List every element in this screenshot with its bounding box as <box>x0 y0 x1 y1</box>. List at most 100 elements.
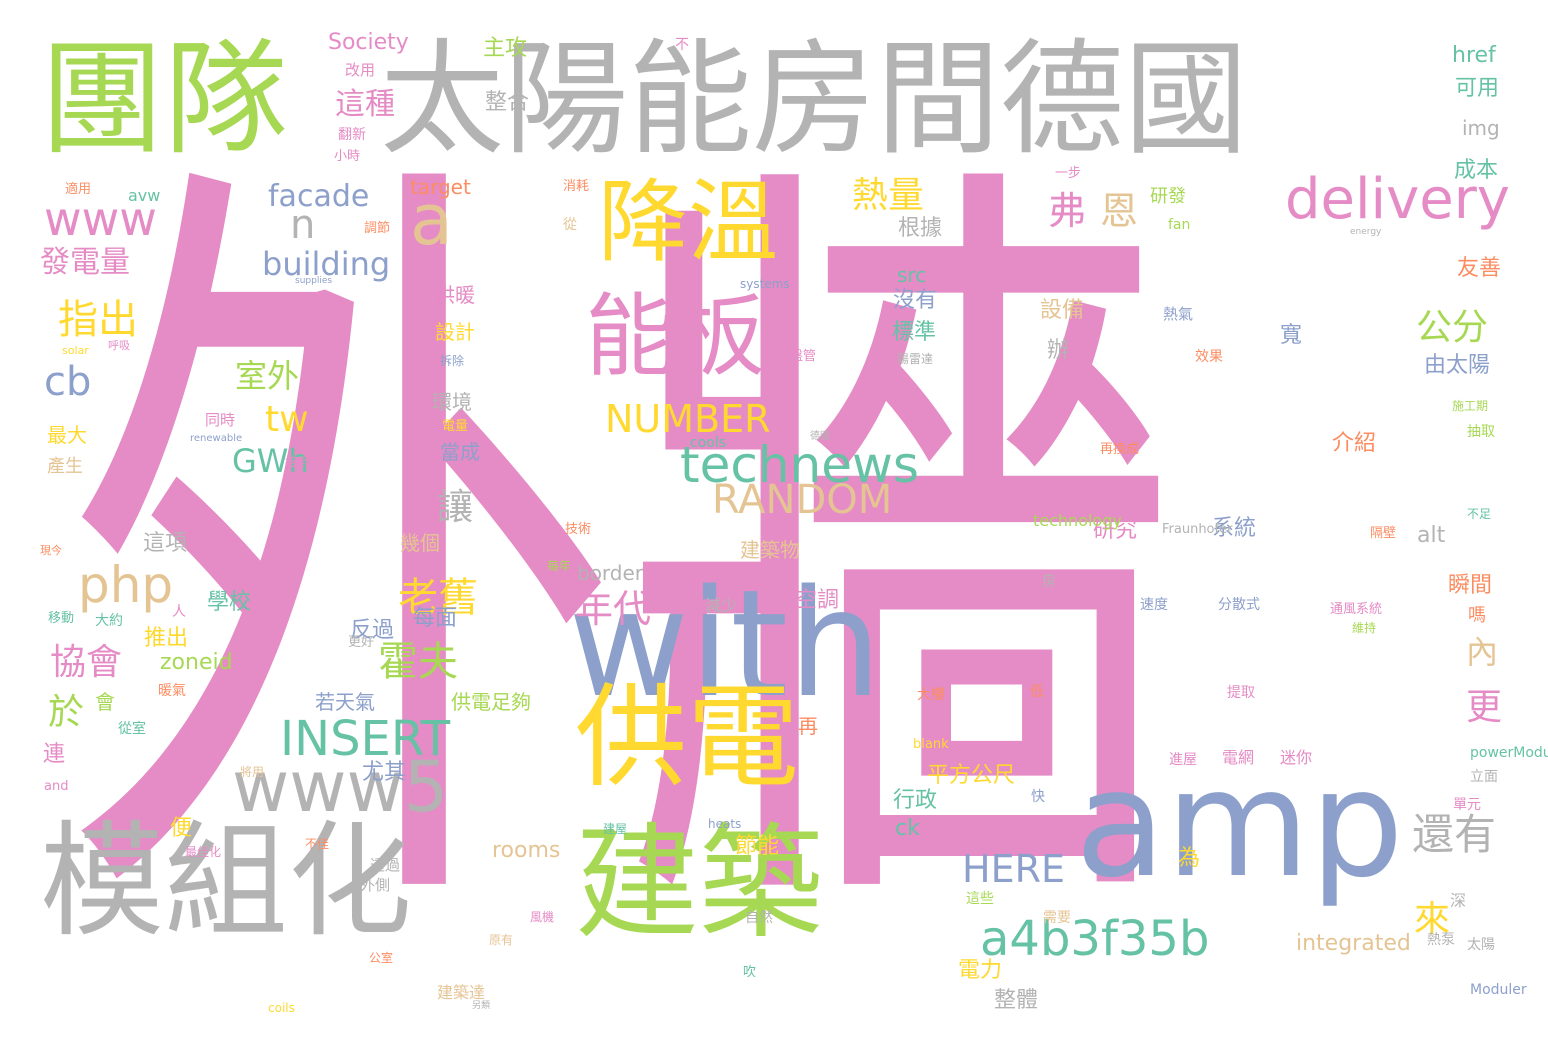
word-here: HERE <box>962 847 1065 891</box>
word-border: border <box>577 561 644 585</box>
word-cjk-164: 深 <box>1450 891 1467 910</box>
word-cjk-50: 小時 <box>334 149 361 164</box>
word-cjk-24: 弗 <box>1048 189 1087 233</box>
word-number: NUMBER <box>605 397 771 441</box>
word-cjk-144: 將用 <box>240 765 265 779</box>
word-cjk-46: 整合 <box>485 90 530 115</box>
word-cjk-87: 最大 <box>47 423 87 447</box>
word-cjk-31: 室外 <box>235 357 300 395</box>
word-integrated: integrated <box>1296 931 1411 956</box>
word-cjk-121: 速度 <box>1140 597 1168 613</box>
word-renewable: renewable <box>190 433 243 444</box>
word-technews: technews <box>680 436 919 494</box>
word-rooms: rooms <box>492 838 561 863</box>
word-cjk-163: 為 <box>1178 846 1201 871</box>
word-cjk-73: 友善 <box>1457 256 1502 281</box>
word-cjk-124: 維持 <box>1352 621 1377 635</box>
word-cjk-167: 自然 <box>745 910 773 926</box>
word-cjk-49: 翻新 <box>338 127 366 143</box>
word-cjk-122: 分散式 <box>1218 597 1260 613</box>
word-cjk-86: 當成 <box>440 440 480 464</box>
word-src: src <box>897 263 927 287</box>
word-cjk-165: 透過 <box>370 856 401 874</box>
word-society: Society <box>328 30 409 55</box>
word-a4b3f35b: a4b3f35b <box>980 911 1210 967</box>
word-avw: avw <box>128 186 161 205</box>
word-cjk-54: 成本 <box>1454 158 1499 183</box>
word-cjk-64: 從 <box>563 217 577 233</box>
word-a: a <box>410 179 453 261</box>
word-cjk-96: 再換成 <box>1100 442 1140 457</box>
word-fan: fan <box>1168 217 1191 233</box>
word-cjk-88: 產生 <box>47 456 83 477</box>
word-cjk-37: 協會 <box>50 642 123 683</box>
word-target: target <box>410 175 471 199</box>
word-cjk-55: 一步 <box>1055 166 1082 181</box>
word-cjk-3: 模組化 <box>40 810 413 954</box>
word-cjk-98: 接到 <box>285 456 312 471</box>
word-cjk-126: 人 <box>172 604 186 620</box>
word-cjk-94: 施工期 <box>1452 399 1489 413</box>
word-cjk-159: 不佳 <box>305 837 330 851</box>
word-cjk-172: 風機 <box>530 910 555 924</box>
word-cjk-56: 研發 <box>1150 186 1186 207</box>
word-cjk-78: 呼吸 <box>108 339 130 352</box>
word-systems: systems <box>740 277 790 291</box>
word-cjk-146: 立面 <box>1470 769 1498 785</box>
word-cjk-109: 研究 <box>1093 518 1138 543</box>
word-insert: INSERT <box>280 711 451 767</box>
word-cjk-125: 房 <box>1042 574 1056 590</box>
word-cjk-175: 公室 <box>369 951 394 965</box>
word-cjk-7: 供電 <box>575 673 799 803</box>
word-href: href <box>1452 43 1496 68</box>
word-cjk-70: 辦 <box>1047 338 1070 363</box>
word-cjk-72: 由太陽 <box>1424 353 1491 378</box>
word-cjk-4: 建築 <box>575 812 824 956</box>
word-cjk-110: 系統 <box>1212 516 1257 541</box>
word-cjk-136: 供電足夠 <box>451 690 531 714</box>
word-cjk-74: 熱氣 <box>1163 305 1194 323</box>
word-supplies: supplies <box>295 276 333 286</box>
word-cjk-91: 電量 <box>442 419 469 434</box>
word-cjk-135: 若天氣 <box>315 690 375 714</box>
word-cjk-138: 再 <box>798 714 818 738</box>
word-cjk-104: 建築物 <box>740 538 800 562</box>
word-cjk-22: 還有 <box>1412 810 1497 859</box>
word-cjk-9: 降溫 <box>598 170 778 275</box>
word-cjk-29: 發電量 <box>40 245 130 280</box>
word-php: php <box>78 556 174 614</box>
word-cjk-25: 恩 <box>1100 189 1139 233</box>
word-cjk-156: 建屋 <box>603 822 628 836</box>
word-fraunhofer: Fraunhofer <box>1162 522 1233 537</box>
word-cjk-40: 更 <box>1466 687 1503 728</box>
word-www: www <box>44 192 157 246</box>
word-cjk-41: 內 <box>1466 633 1499 671</box>
word-cjk-82: 效果 <box>1195 349 1223 365</box>
word-cjk-149: 電網 <box>1222 748 1255 767</box>
word-cjk-30: 指出 <box>58 297 138 343</box>
word-cjk-68: 標準 <box>892 320 937 345</box>
word-cjk-160: 最佳化 <box>185 845 222 859</box>
word-cjk-99: 讓 <box>437 487 474 528</box>
word-zoneid: zoneid <box>160 650 233 675</box>
word-cjk-93: 德國 <box>810 431 830 442</box>
word-cjk-112: 隔壁 <box>1370 526 1397 541</box>
word-cjk-83: 供暖 <box>435 283 475 307</box>
word-alt: alt <box>1417 523 1446 548</box>
word-cjk-128: 移動 <box>48 611 75 626</box>
word-delivery: delivery <box>1285 167 1510 232</box>
word-cjk-140: 連 <box>43 742 66 767</box>
word-energy: energy <box>1350 227 1382 237</box>
word-cjk-130: 暖氣 <box>158 683 186 699</box>
word-cjk-38: 霍夫 <box>378 639 458 685</box>
word-cjk-169: 這些 <box>966 891 994 907</box>
word-cjk-59: 消耗 <box>563 179 590 194</box>
word-n: n <box>290 202 316 248</box>
word-cjk-113: 不足 <box>1467 507 1492 521</box>
word-cjk-2: 太陽能房間德國 <box>380 28 1249 172</box>
word-moduler: Moduler <box>1470 982 1527 998</box>
word-with: with <box>568 558 882 730</box>
word-cjk-171: 熱泵 <box>1427 932 1455 948</box>
word-cjk-129: 減少 <box>705 596 738 615</box>
